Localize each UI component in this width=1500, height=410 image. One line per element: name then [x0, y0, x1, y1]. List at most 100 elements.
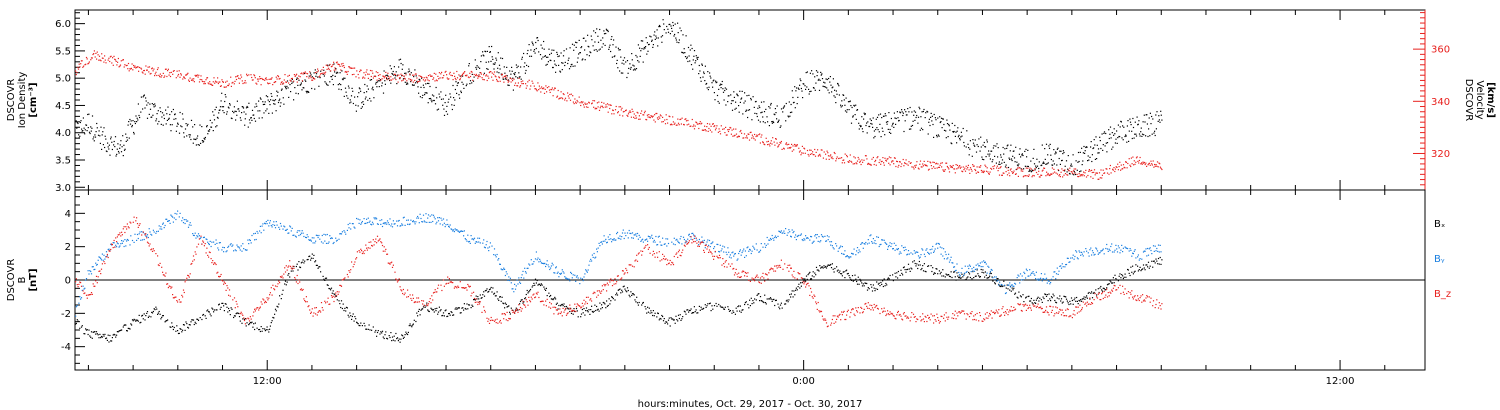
data-point [466, 83, 468, 85]
data-point [252, 79, 254, 81]
data-point [125, 133, 127, 135]
data-point [172, 108, 174, 111]
data-point [943, 275, 945, 277]
data-point [1103, 172, 1105, 174]
data-point [675, 39, 677, 41]
data-point [611, 296, 613, 298]
data-point [885, 115, 887, 117]
data-point [1127, 120, 1129, 122]
data-point [853, 105, 856, 107]
data-point [667, 122, 669, 124]
data-point [333, 63, 335, 65]
data-point [938, 135, 940, 137]
data-point [529, 88, 531, 90]
data-point [673, 319, 675, 321]
data-point [568, 97, 570, 99]
data-point [278, 99, 280, 102]
data-point [618, 106, 620, 108]
data-point [160, 318, 162, 320]
data-point [745, 110, 747, 112]
data-point [245, 107, 248, 109]
data-point [641, 304, 643, 306]
data-point [919, 264, 921, 266]
data-point [625, 110, 627, 112]
data-point [180, 328, 182, 330]
data-point [668, 317, 670, 319]
data-point [708, 86, 710, 88]
data-point [737, 95, 739, 97]
data-point [399, 77, 401, 79]
data-point [660, 115, 662, 117]
data-point [703, 72, 705, 75]
data-point [290, 230, 292, 232]
data-point [843, 94, 845, 96]
data-point [613, 113, 615, 115]
data-point [593, 252, 595, 255]
data-point [805, 280, 807, 282]
data-point [703, 71, 705, 73]
data-point [349, 222, 351, 224]
data-point [146, 104, 148, 106]
data-point [663, 29, 665, 31]
data-point [601, 241, 603, 243]
data-point [1072, 170, 1075, 172]
data-point [1029, 170, 1031, 172]
data-point [1151, 115, 1153, 118]
data-point [647, 116, 649, 118]
data-point [352, 102, 354, 105]
data-point [439, 223, 441, 225]
data-point [237, 312, 239, 314]
data-point [925, 112, 927, 114]
data-point [457, 82, 459, 84]
data-point [573, 49, 575, 51]
data-point [571, 277, 573, 279]
data-point [306, 234, 308, 236]
data-point [796, 289, 798, 291]
data-point [695, 55, 697, 57]
data-point [302, 232, 304, 234]
data-point [503, 66, 505, 68]
data-point [204, 136, 206, 139]
data-point [633, 294, 635, 296]
data-point [193, 323, 195, 326]
data-point [552, 264, 554, 266]
data-point [264, 328, 266, 330]
data-point [694, 311, 696, 313]
data-point [1065, 296, 1067, 298]
data-point [1001, 174, 1003, 176]
data-point [456, 70, 458, 73]
data-point [352, 67, 354, 69]
data-point [622, 111, 624, 113]
data-point [451, 228, 453, 231]
data-point [632, 110, 634, 113]
data-point [560, 273, 562, 275]
data-point [305, 72, 307, 74]
data-point [388, 223, 390, 226]
data-point [222, 81, 224, 83]
data-point [1043, 167, 1045, 169]
data-point [680, 123, 682, 125]
data-point [285, 284, 287, 286]
series-Bx [75, 253, 1163, 343]
data-point [521, 274, 523, 276]
data-point [165, 320, 167, 322]
data-point [257, 80, 259, 82]
data-point [241, 250, 243, 252]
data-point [205, 238, 207, 240]
data-point [859, 161, 861, 163]
data-point [275, 81, 277, 83]
data-point [290, 91, 292, 93]
data-point [313, 72, 315, 74]
data-point [87, 113, 89, 116]
data-point [166, 119, 168, 121]
data-point [357, 323, 359, 325]
data-point [459, 79, 461, 81]
data-point [601, 101, 603, 103]
data-point [142, 96, 144, 98]
data-point [703, 129, 705, 131]
data-point [980, 165, 982, 167]
data-point [706, 305, 708, 307]
data-point [384, 223, 386, 225]
data-point [489, 51, 491, 53]
data-point [157, 123, 159, 125]
